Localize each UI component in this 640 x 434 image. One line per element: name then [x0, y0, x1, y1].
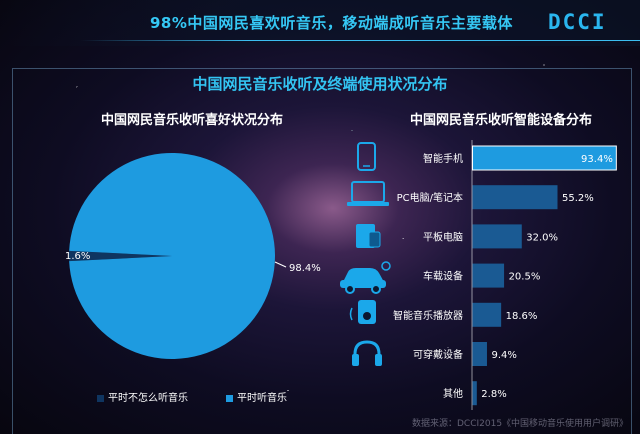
pie-slice-1: [69, 152, 275, 359]
bar-chart-title: 中国网民音乐收听智能设备分布: [410, 113, 593, 128]
bar-5: [472, 342, 487, 366]
tablet-icon-phone: [368, 231, 381, 248]
main-title: 中国网民音乐收听及终端使用状况分布: [192, 75, 448, 93]
car-icon: [343, 268, 384, 282]
car-icon-wheel-right: [371, 284, 381, 294]
pie-legend-item-minor: 平时不怎么听音乐: [97, 389, 188, 404]
pie-label-leader: [274, 261, 287, 268]
bar-0: [472, 145, 617, 171]
bar-category-5: 可穿戴设备: [413, 348, 463, 361]
bar-value-5: 9.4%: [491, 350, 516, 361]
car-icon-wheel-left: [345, 284, 355, 294]
legend-swatch-minor: [97, 394, 104, 402]
bar-category-4: 智能音乐播放器: [393, 309, 463, 322]
music-player-icon-wheel: [363, 312, 371, 320]
legend-label-major: 平时听音乐: [237, 393, 287, 404]
bar-category-2: 平板电脑: [423, 230, 463, 243]
pie-slice-0: [69, 250, 172, 262]
bar-category-6: 其他: [443, 387, 463, 400]
bar-value-6: 2.8%: [481, 389, 506, 400]
music-player-icon-wave: [349, 307, 353, 321]
bar-category-1: PC电脑/笔记本: [397, 191, 463, 204]
car-icon-signal: [381, 261, 391, 271]
dcci-logo: DCCI: [548, 10, 607, 34]
headphones-icon-right: [375, 354, 382, 366]
bar-category-3: 车载设备: [423, 270, 463, 283]
header-divider: [80, 40, 640, 41]
headphones-icon: [353, 340, 381, 362]
pie-chart-title: 中国网民音乐收听喜好状况分布: [101, 113, 284, 128]
bar-6: [472, 381, 477, 406]
bar-2: [472, 224, 522, 249]
laptop-icon: [351, 181, 385, 203]
page-title: 98%中国网民喜欢听音乐，移动端成听音乐主要载体: [150, 14, 513, 32]
bar-value-0: 93.4%: [581, 154, 613, 165]
data-source: 数据来源：DCCI2015《中国移动音乐使用用户调研》: [412, 419, 629, 429]
bar-value-2: 32.0%: [526, 232, 558, 243]
pie-label-minor: 1.6%: [65, 251, 90, 262]
bar-value-1: 55.2%: [562, 193, 594, 204]
bar-4: [472, 302, 502, 327]
bar-category-0: 智能手机: [423, 152, 463, 165]
pie-legend-item-major: 平时听音乐: [226, 389, 287, 404]
laptop-icon-base: [347, 202, 389, 206]
bar-3: [472, 263, 505, 288]
header-bar: 98%中国网民喜欢听音乐，移动端成听音乐主要载体 DCCI: [0, 0, 640, 46]
pie-label-major: 98.4%: [289, 263, 321, 274]
chart-frame: [12, 68, 632, 434]
headphones-icon-left: [352, 354, 359, 366]
bar-value-3: 20.5%: [509, 272, 541, 283]
legend-label-minor: 平时不怎么听音乐: [108, 393, 188, 404]
bar-1: [472, 185, 558, 210]
legend-swatch-major: [226, 394, 233, 402]
smartphone-icon: [357, 142, 376, 171]
bar-value-4: 18.6%: [506, 311, 538, 322]
